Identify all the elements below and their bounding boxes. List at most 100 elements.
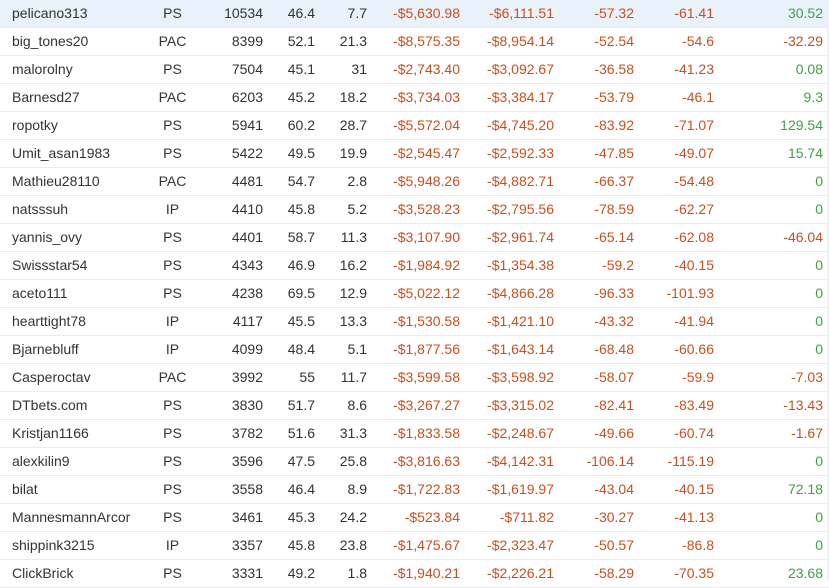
ev-bb100-cell: -70.35 [640,559,720,588]
winnings-cell: -$5,022.12 [373,279,466,308]
vpip-cell: 45.8 [269,531,321,560]
bb100-cell: -30.27 [560,503,640,532]
site-cell: PS [140,139,205,168]
pfr-cell: 8.6 [321,391,373,420]
hands-cell: 3596 [205,447,269,476]
player-name-cell: natsssuh [0,195,140,224]
site-cell: PS [140,279,205,308]
table-row[interactable]: Umit_asan1983 PS 5422 49.5 19.9 -$2,545.47 -$2… [0,139,829,168]
vpip-cell: 47.5 [269,447,321,476]
vpip-cell: 69.5 [269,279,321,308]
table-row[interactable]: Swissstar54 PS 4343 46.9 16.2 -$1,984.92 -$1,3… [0,251,829,280]
last-value-cell: 0 [720,167,829,196]
table-row[interactable]: hearttight78 IP 4117 45.5 13.3 -$1,530.58 -$1,… [0,307,829,336]
player-name-cell: Umit_asan1983 [0,139,140,168]
ev-bb100-cell: -41.94 [640,307,720,336]
pfr-cell: 1.8 [321,559,373,588]
last-value-cell: 0 [720,503,829,532]
table-row[interactable]: DTbets.com PS 3830 51.7 8.6 -$3,267.27 -$3,315… [0,391,829,420]
ev-winnings-cell: -$4,142.31 [466,447,560,476]
site-cell: IP [140,195,205,224]
pfr-cell: 31 [321,55,373,84]
bb100-cell: -47.85 [560,139,640,168]
pfr-cell: 25.8 [321,447,373,476]
hands-cell: 4401 [205,223,269,252]
ev-winnings-cell: -$4,866.28 [466,279,560,308]
winnings-cell: -$5,572.04 [373,111,466,140]
vpip-cell: 49.2 [269,559,321,588]
player-name-cell: bilat [0,475,140,504]
bb100-cell: -43.32 [560,307,640,336]
last-value-cell: -32.29 [720,27,829,56]
player-name-cell: Mathieu28110 [0,167,140,196]
site-cell: PAC [140,363,205,392]
bb100-cell: -59.2 [560,251,640,280]
player-name-cell: yannis_ovy [0,223,140,252]
table-row[interactable]: MannesmannArcor PS 3461 45.3 24.2 -$523.84 -$7… [0,503,829,532]
vpip-cell: 49.5 [269,139,321,168]
ev-winnings-cell: -$3,092.67 [466,55,560,84]
player-name-cell: aceto111 [0,279,140,308]
ev-winnings-cell: -$8,954.14 [466,27,560,56]
player-name-cell: pelicano313 [0,0,140,28]
winnings-cell: -$5,630.98 [373,0,466,28]
player-name-cell: MannesmannArcor [0,503,140,532]
table-row[interactable]: pelicano313 PS 10534 46.4 7.7 -$5,630.98 -$6,1… [0,0,829,28]
ev-winnings-cell: -$2,592.33 [466,139,560,168]
bb100-cell: -50.57 [560,531,640,560]
table-row[interactable]: ClickBrick PS 3331 49.2 1.8 -$1,940.21 -$2,226… [0,559,829,588]
table-row[interactable]: shippink3215 IP 3357 45.8 23.8 -$1,475.67 -$2,… [0,531,829,560]
site-cell: PS [140,223,205,252]
winnings-cell: -$3,107.90 [373,223,466,252]
table-row[interactable]: bilat PS 3558 46.4 8.9 -$1,722.83 -$1,619.97 -4… [0,475,829,504]
winnings-cell: -$1,877.56 [373,335,466,364]
hands-cell: 4343 [205,251,269,280]
site-cell: IP [140,307,205,336]
ev-winnings-cell: -$1,354.38 [466,251,560,280]
site-cell: PS [140,251,205,280]
vpip-cell: 46.9 [269,251,321,280]
vpip-cell: 52.1 [269,27,321,56]
site-cell: PS [140,503,205,532]
table-row[interactable]: Mathieu28110 PAC 4481 54.7 2.8 -$5,948.26 -$4,… [0,167,829,196]
bb100-cell: -65.14 [560,223,640,252]
bb100-cell: -58.07 [560,363,640,392]
table-row[interactable]: Kristjan1166 PS 3782 51.6 31.3 -$1,833.58 -$2,… [0,419,829,448]
ev-winnings-cell: -$711.82 [466,503,560,532]
last-value-cell: 9.3 [720,83,829,112]
site-cell: PS [140,0,205,28]
ev-bb100-cell: -54.48 [640,167,720,196]
table-row[interactable]: yannis_ovy PS 4401 58.7 11.3 -$3,107.90 -$2,96… [0,223,829,252]
ev-bb100-cell: -61.41 [640,0,720,28]
table-row[interactable]: aceto111 PS 4238 69.5 12.9 -$5,022.12 -$4,866.… [0,279,829,308]
vpip-cell: 60.2 [269,111,321,140]
pfr-cell: 7.7 [321,0,373,28]
pfr-cell: 13.3 [321,307,373,336]
ev-bb100-cell: -60.66 [640,335,720,364]
table-row[interactable]: malorolny PS 7504 45.1 31 -$2,743.40 -$3,092.6… [0,55,829,84]
hands-cell: 6203 [205,83,269,112]
ev-winnings-cell: -$1,643.14 [466,335,560,364]
pfr-cell: 2.8 [321,167,373,196]
last-value-cell: 0 [720,531,829,560]
player-name-cell: Barnesd27 [0,83,140,112]
hands-cell: 5422 [205,139,269,168]
table-row[interactable]: Bjarnebluff IP 4099 48.4 5.1 -$1,877.56 -$1,64… [0,335,829,364]
winnings-cell: -$3,599.58 [373,363,466,392]
pfr-cell: 31.3 [321,419,373,448]
table-row[interactable]: alexkilin9 PS 3596 47.5 25.8 -$3,816.63 -$4,14… [0,447,829,476]
ev-bb100-cell: -40.15 [640,475,720,504]
table-row[interactable]: big_tones20 PAC 8399 52.1 21.3 -$8,575.35 -$8,… [0,27,829,56]
table-row[interactable]: natsssuh IP 4410 45.8 5.2 -$3,528.23 -$2,795.5… [0,195,829,224]
table-row[interactable]: ropotky PS 5941 60.2 28.7 -$5,572.04 -$4,745.2… [0,111,829,140]
player-name-cell: ropotky [0,111,140,140]
table-row[interactable]: Casperoctav PAC 3992 55 11.7 -$3,599.58 -$3,59… [0,363,829,392]
ev-winnings-cell: -$3,384.17 [466,83,560,112]
player-name-cell: ClickBrick [0,559,140,588]
hands-cell: 3558 [205,475,269,504]
hands-cell: 3992 [205,363,269,392]
player-name-cell: Swissstar54 [0,251,140,280]
table-row[interactable]: Barnesd27 PAC 6203 45.2 18.2 -$3,734.03 -$3,38… [0,83,829,112]
scrollbar-track[interactable] [827,0,829,580]
ev-winnings-cell: -$2,795.56 [466,195,560,224]
